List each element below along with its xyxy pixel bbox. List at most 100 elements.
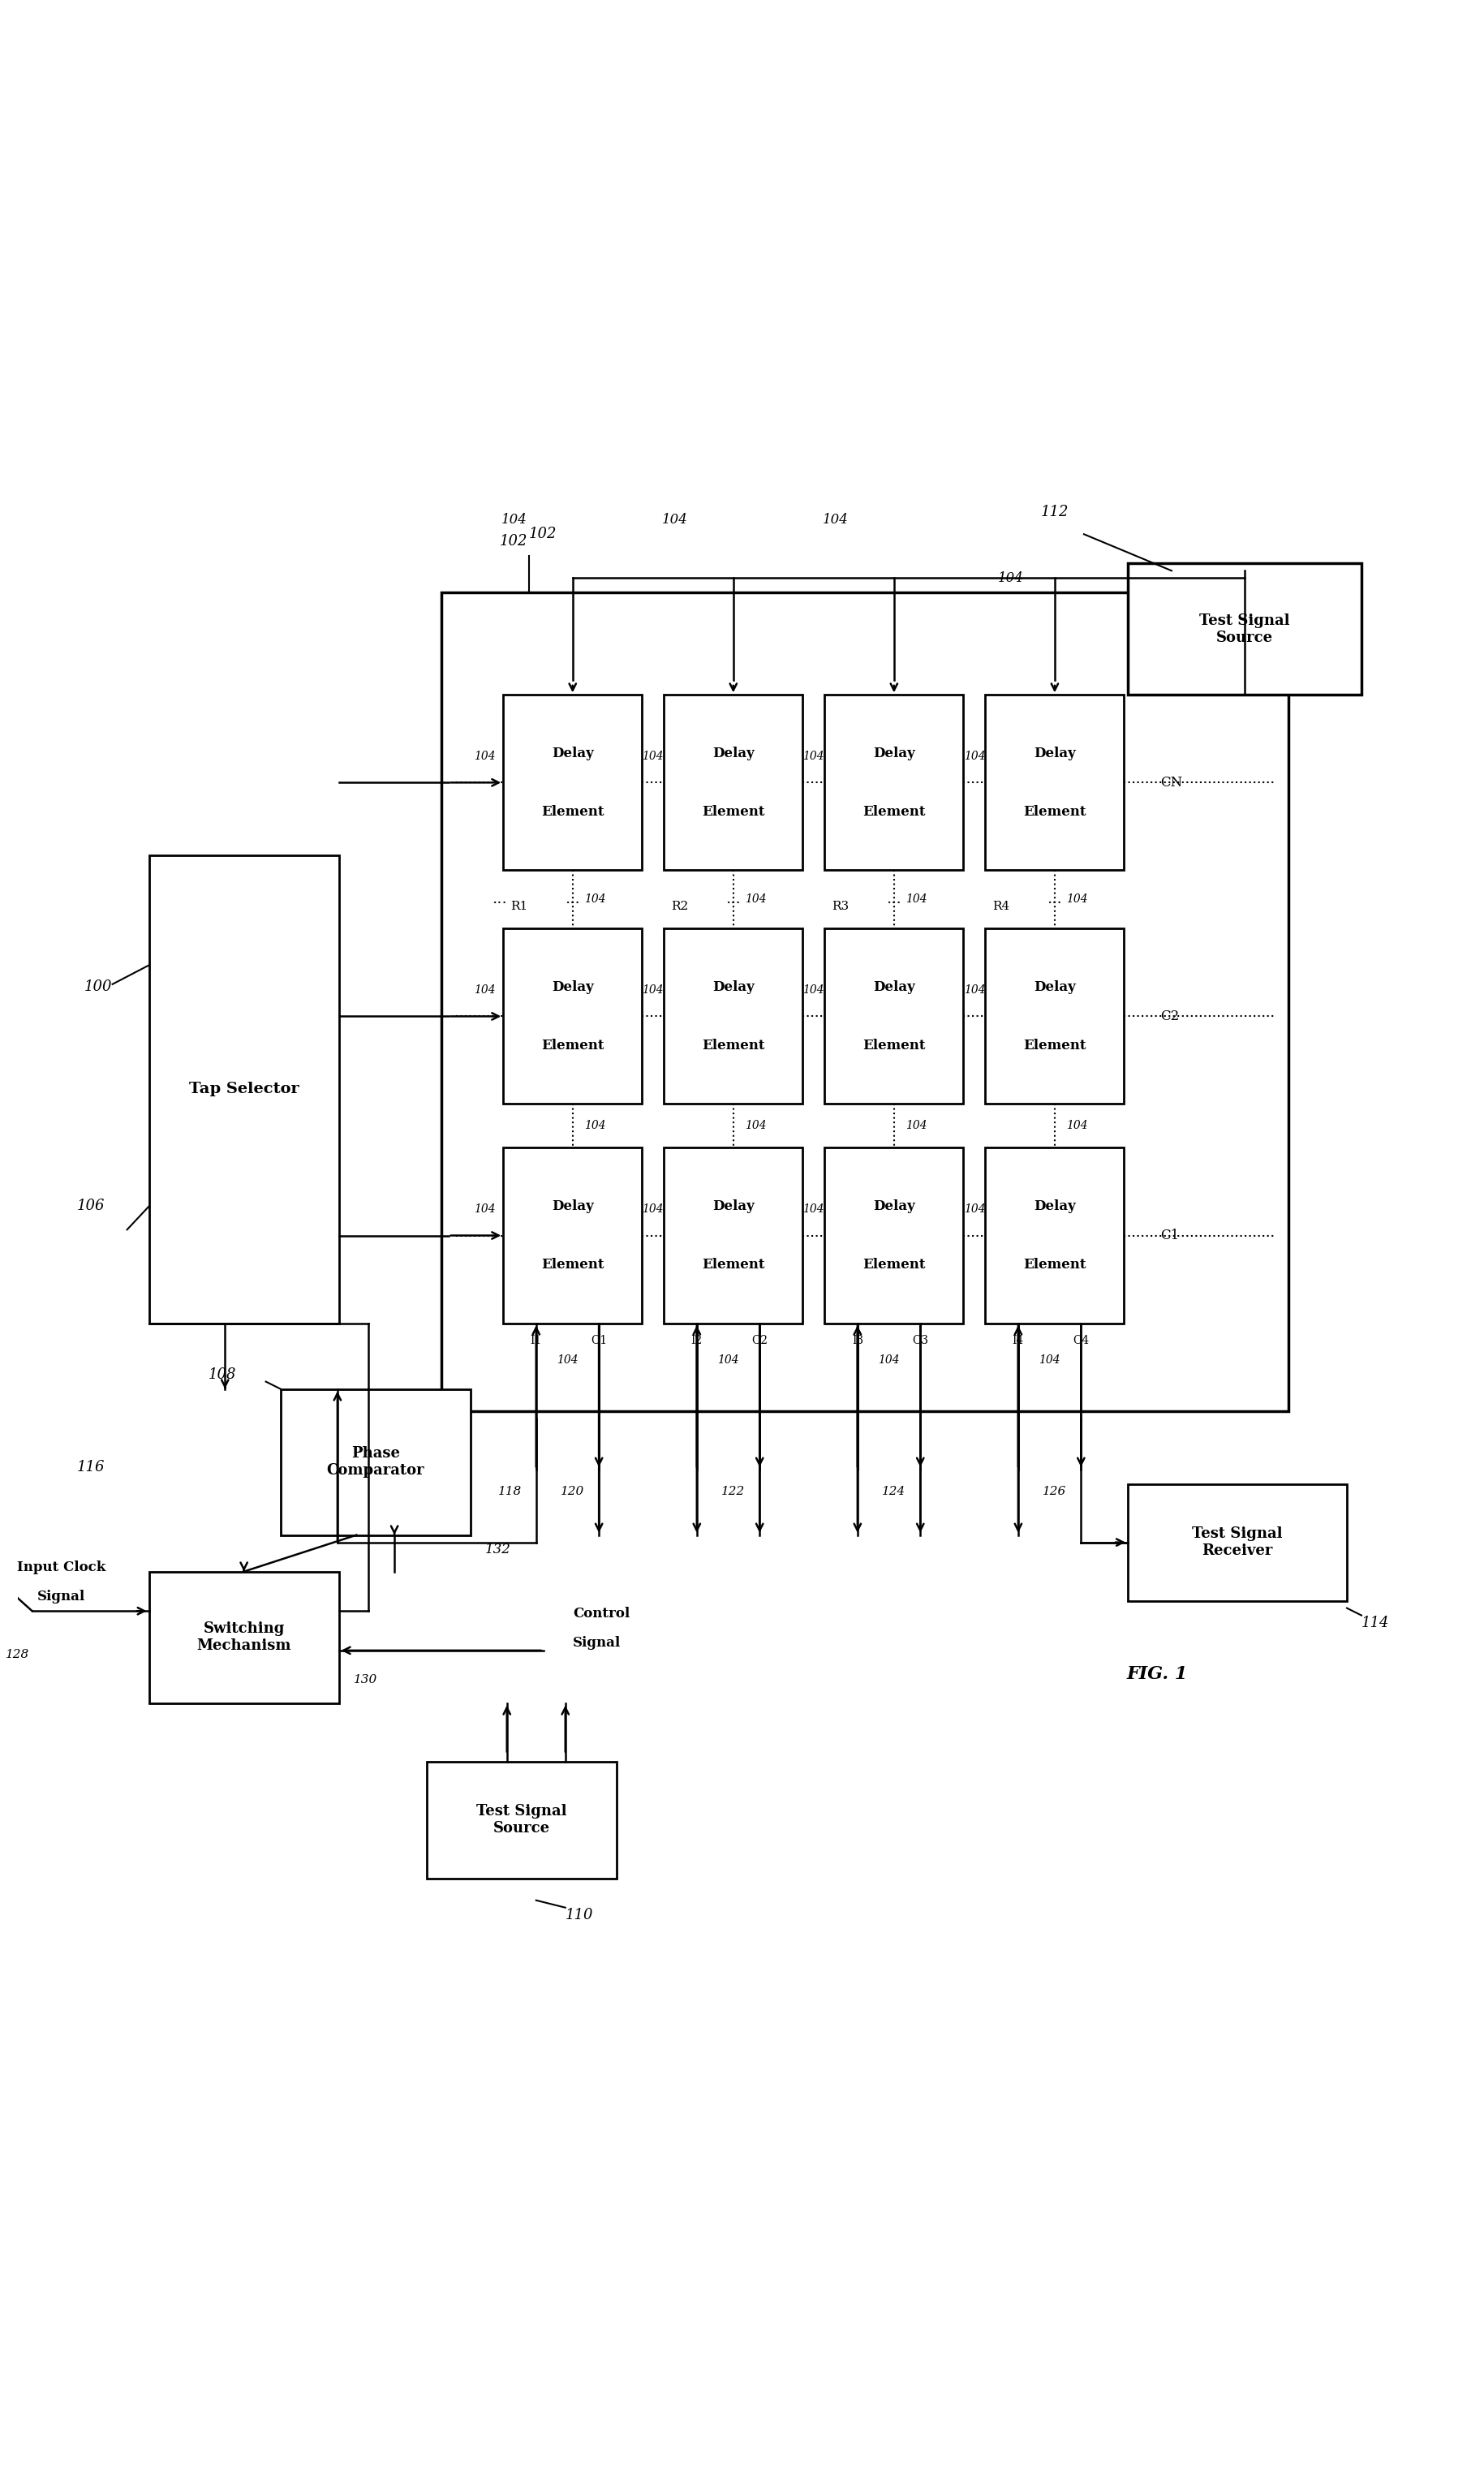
Text: Element: Element xyxy=(862,1258,926,1273)
Text: C2: C2 xyxy=(1160,1011,1180,1023)
Text: 104: 104 xyxy=(643,1203,663,1216)
Bar xyxy=(985,929,1123,1105)
Text: R1: R1 xyxy=(510,902,528,912)
Bar xyxy=(503,1149,643,1322)
Text: Test Signal
Source: Test Signal Source xyxy=(476,1804,567,1836)
Bar xyxy=(825,929,963,1105)
Text: 104: 104 xyxy=(963,983,985,996)
Bar xyxy=(503,929,643,1105)
Text: I3: I3 xyxy=(852,1334,864,1347)
Text: 104: 104 xyxy=(717,1354,739,1366)
Text: Delay: Delay xyxy=(712,1198,754,1213)
Text: 104: 104 xyxy=(803,1203,825,1216)
Text: Delay: Delay xyxy=(873,1198,916,1213)
Text: 130: 130 xyxy=(353,1673,377,1685)
Text: 100: 100 xyxy=(85,981,111,993)
Text: 104: 104 xyxy=(963,1203,985,1216)
Text: 108: 108 xyxy=(209,1366,236,1381)
Text: I1: I1 xyxy=(530,1334,542,1347)
Text: 104: 104 xyxy=(475,983,496,996)
Text: CN: CN xyxy=(1160,776,1183,788)
Text: R4: R4 xyxy=(993,902,1011,912)
Text: ...: ... xyxy=(726,892,741,907)
Text: R3: R3 xyxy=(833,902,849,912)
Bar xyxy=(985,694,1123,870)
Text: ...: ... xyxy=(886,892,902,907)
Text: 114: 114 xyxy=(1361,1616,1389,1631)
Text: FIG. 1: FIG. 1 xyxy=(1126,1665,1187,1683)
Text: 128: 128 xyxy=(6,1648,30,1661)
Text: Delay: Delay xyxy=(552,1198,594,1213)
Text: 104: 104 xyxy=(997,571,1024,586)
Text: 116: 116 xyxy=(77,1460,105,1475)
Text: 104: 104 xyxy=(585,895,605,904)
Bar xyxy=(663,929,803,1105)
Text: ...: ... xyxy=(1048,892,1063,907)
Bar xyxy=(441,593,1288,1411)
Text: Element: Element xyxy=(1024,1038,1086,1053)
Text: Delay: Delay xyxy=(712,746,754,761)
Text: 102: 102 xyxy=(500,534,528,549)
Text: Signal: Signal xyxy=(37,1589,86,1604)
Text: Input Clock: Input Clock xyxy=(16,1559,105,1574)
Text: Test Signal
Source: Test Signal Source xyxy=(1199,613,1290,645)
Text: 104: 104 xyxy=(585,1119,605,1132)
Bar xyxy=(280,1389,470,1534)
Text: Delay: Delay xyxy=(712,981,754,993)
Text: 104: 104 xyxy=(643,751,663,761)
Bar xyxy=(985,1149,1123,1322)
Text: Delay: Delay xyxy=(873,746,916,761)
Text: 104: 104 xyxy=(879,1354,899,1366)
Text: 124: 124 xyxy=(881,1485,905,1497)
Text: 122: 122 xyxy=(721,1485,745,1497)
Text: Delay: Delay xyxy=(1034,981,1076,993)
Text: Element: Element xyxy=(1024,806,1086,818)
Bar xyxy=(148,1572,338,1703)
Text: Control: Control xyxy=(573,1606,629,1621)
Bar xyxy=(1128,563,1361,694)
Text: Switching
Mechanism: Switching Mechanism xyxy=(197,1621,291,1653)
Text: 104: 104 xyxy=(502,511,527,526)
Text: 104: 104 xyxy=(963,751,985,761)
Text: R2: R2 xyxy=(671,902,689,912)
Bar xyxy=(825,694,963,870)
Text: 104: 104 xyxy=(745,1119,767,1132)
Text: I4: I4 xyxy=(1012,1334,1024,1347)
Text: Delay: Delay xyxy=(873,981,916,993)
Text: Element: Element xyxy=(1024,1258,1086,1273)
Text: 132: 132 xyxy=(485,1542,510,1557)
Text: Element: Element xyxy=(542,806,604,818)
Text: ...: ... xyxy=(493,892,508,907)
Text: 104: 104 xyxy=(1067,1119,1088,1132)
Text: 104: 104 xyxy=(1067,895,1088,904)
Bar xyxy=(663,694,803,870)
Text: Tap Selector: Tap Selector xyxy=(188,1082,298,1097)
Text: ...: ... xyxy=(565,892,580,907)
Text: 104: 104 xyxy=(803,751,825,761)
Text: 104: 104 xyxy=(475,751,496,761)
Text: O3: O3 xyxy=(913,1334,929,1347)
Text: Element: Element xyxy=(862,1038,926,1053)
Text: 104: 104 xyxy=(475,1203,496,1216)
Bar xyxy=(426,1762,616,1878)
Text: Element: Element xyxy=(702,806,764,818)
Text: 104: 104 xyxy=(556,1354,579,1366)
Text: 104: 104 xyxy=(1039,1354,1061,1366)
Text: Phase
Comparator: Phase Comparator xyxy=(326,1446,424,1478)
Text: 102: 102 xyxy=(528,526,556,541)
Text: O1: O1 xyxy=(591,1334,607,1347)
Text: Signal: Signal xyxy=(573,1636,620,1651)
Text: 104: 104 xyxy=(643,983,663,996)
Text: C1: C1 xyxy=(1160,1228,1180,1243)
Text: Element: Element xyxy=(862,806,926,818)
Text: 106: 106 xyxy=(77,1198,105,1213)
Bar xyxy=(1128,1485,1347,1601)
Text: 104: 104 xyxy=(803,983,825,996)
Text: 120: 120 xyxy=(561,1485,585,1497)
Text: I2: I2 xyxy=(692,1334,702,1347)
Text: Test Signal
Receiver: Test Signal Receiver xyxy=(1192,1527,1282,1559)
Text: O4: O4 xyxy=(1073,1334,1089,1347)
Text: 104: 104 xyxy=(745,895,767,904)
Text: O2: O2 xyxy=(751,1334,767,1347)
Text: 104: 104 xyxy=(905,1119,928,1132)
